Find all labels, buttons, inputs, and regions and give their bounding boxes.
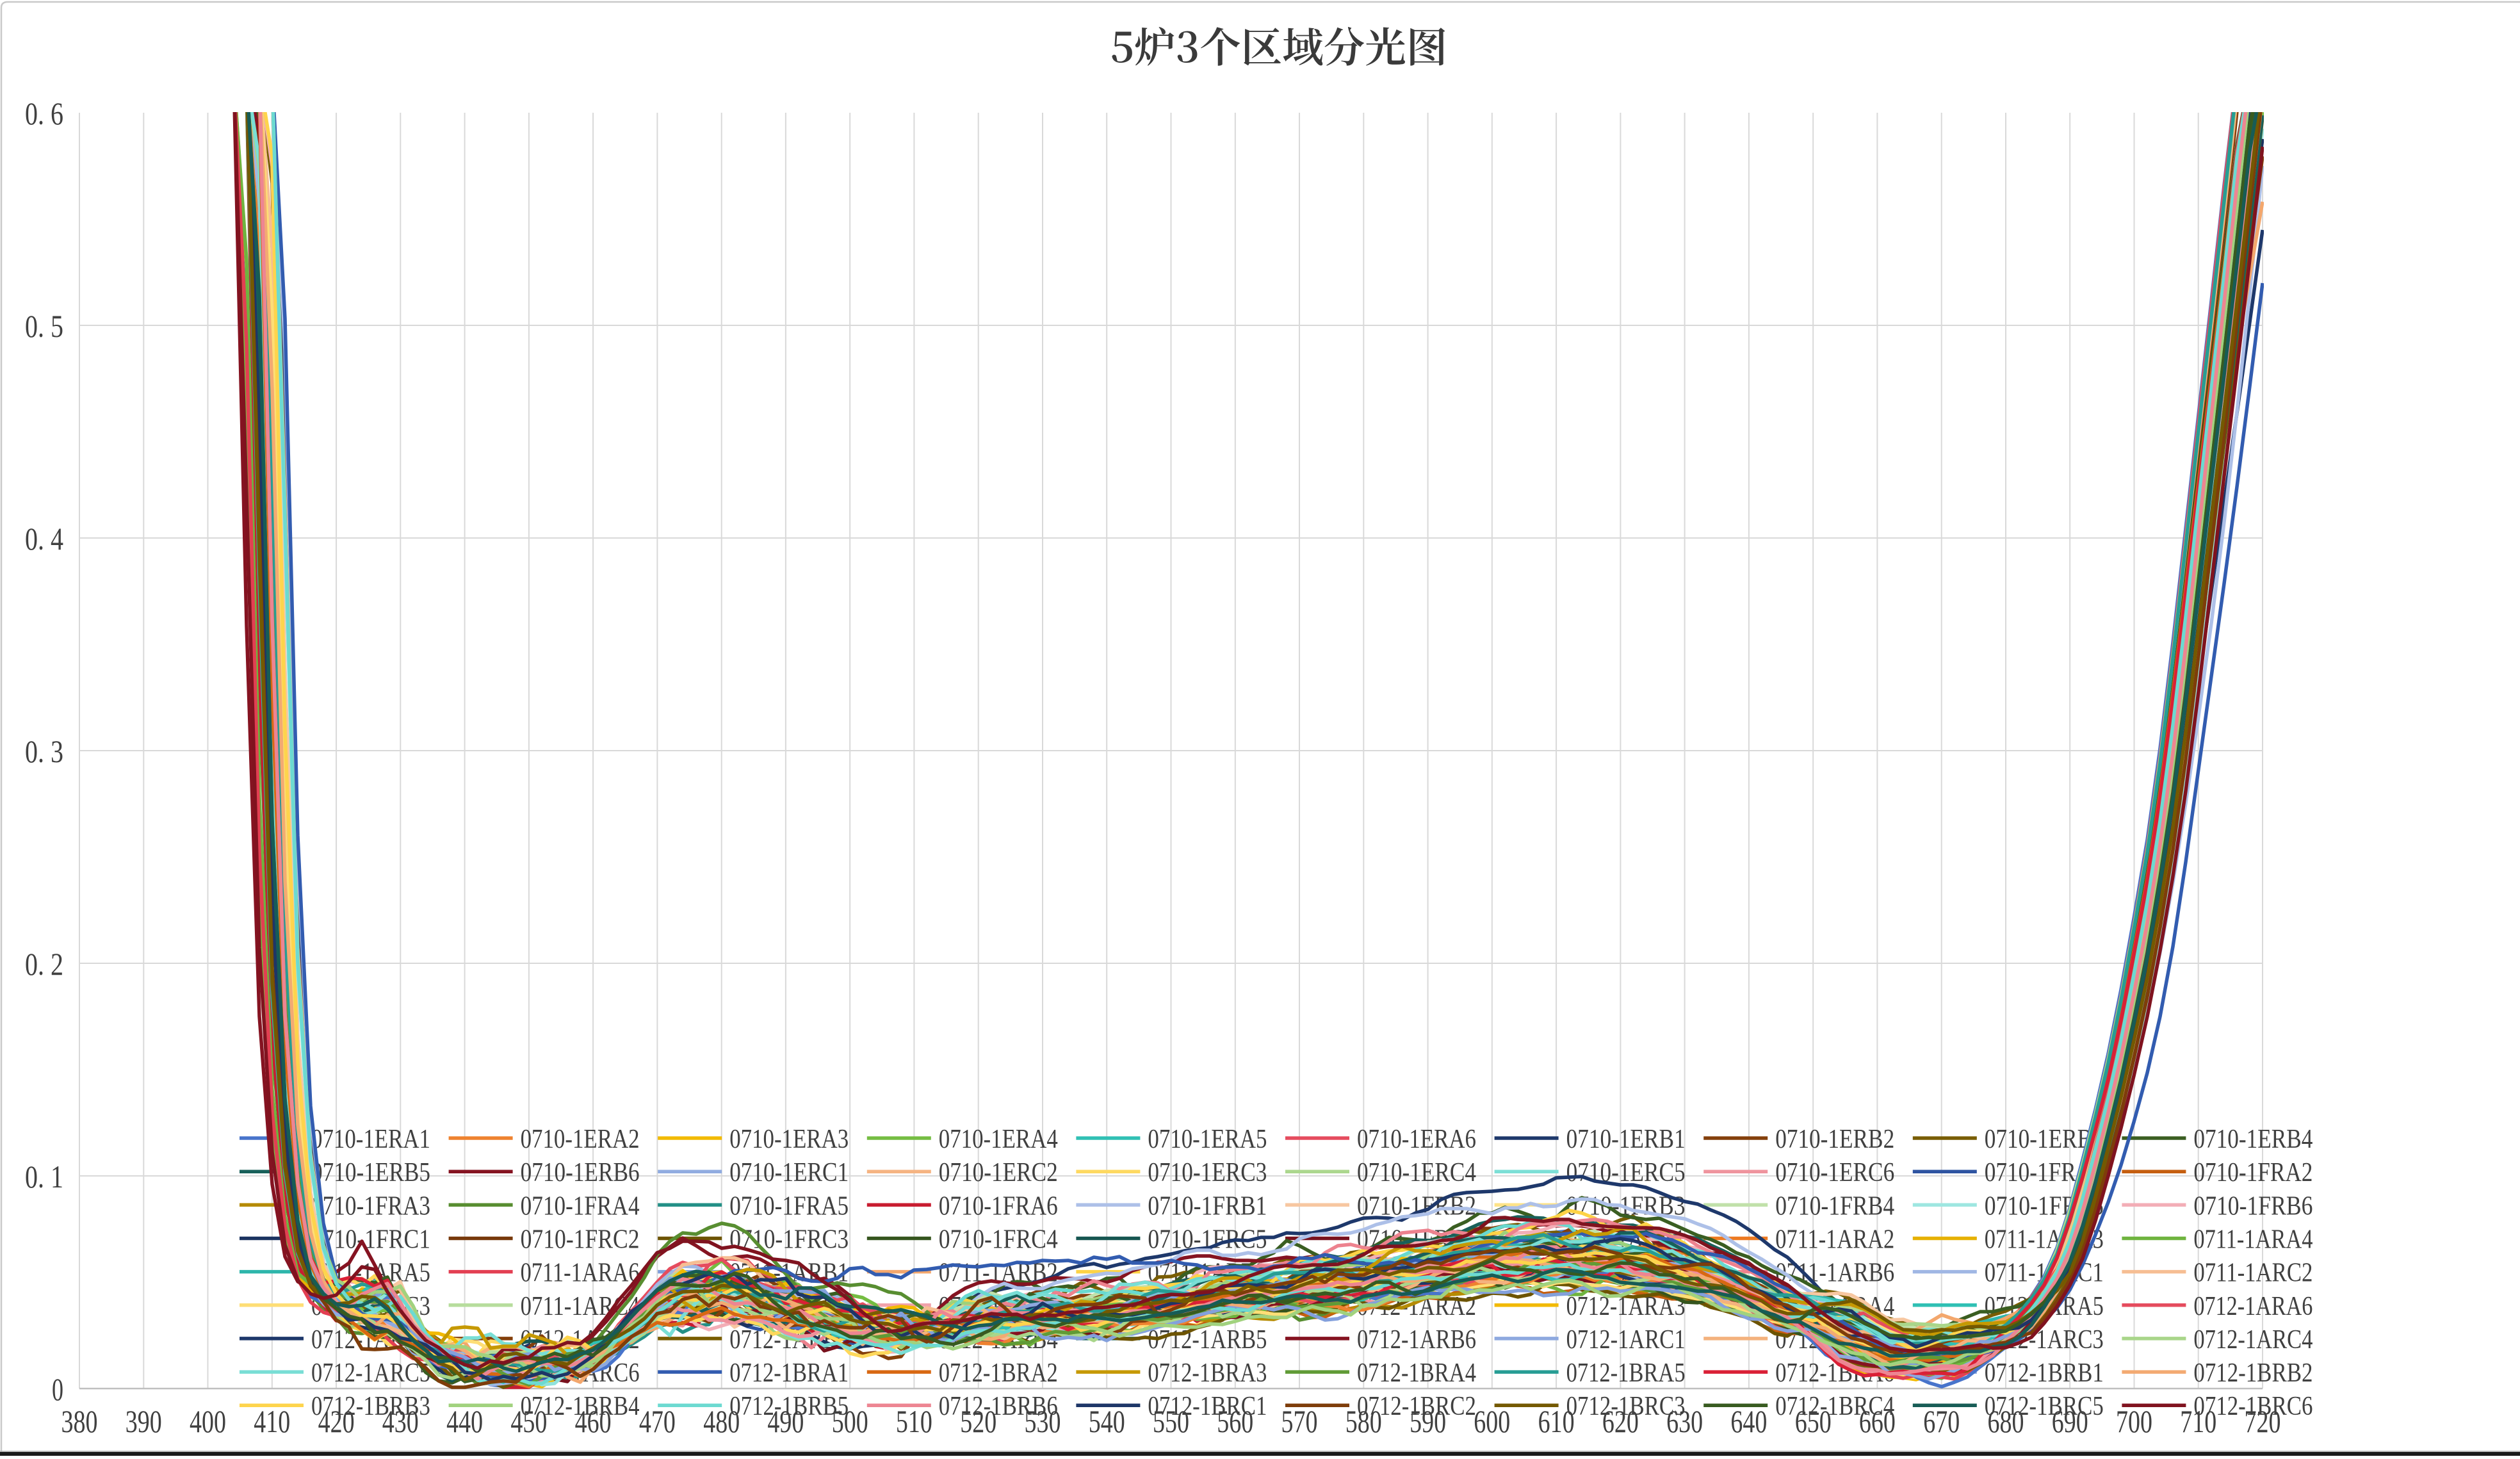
- svg-text:0712-1BRA1: 0712-1BRA1: [729, 1358, 849, 1388]
- svg-text:680: 680: [1988, 1403, 2024, 1439]
- svg-text:0710-1ERC6: 0710-1ERC6: [1775, 1158, 1894, 1187]
- svg-text:0710-1ERB5: 0710-1ERB5: [311, 1158, 430, 1187]
- svg-text:0712-1BRC4: 0712-1BRC4: [1775, 1392, 1894, 1421]
- svg-text:0712-1BRA4: 0712-1BRA4: [1357, 1358, 1476, 1388]
- svg-text:0711-1ARA2: 0711-1ARA2: [1775, 1225, 1894, 1255]
- svg-text:0711-1ARC2: 0711-1ARC2: [2193, 1259, 2313, 1288]
- svg-text:490: 490: [767, 1403, 804, 1439]
- svg-text:420: 420: [318, 1403, 355, 1439]
- svg-text:0712-1BRC2: 0712-1BRC2: [1357, 1392, 1476, 1421]
- svg-text:0710-1FRA6: 0710-1FRA6: [939, 1191, 1058, 1221]
- svg-text:0710-1FRB6: 0710-1FRB6: [2193, 1191, 2313, 1221]
- svg-text:400: 400: [190, 1403, 226, 1439]
- svg-text:0710-1FRA3: 0710-1FRA3: [311, 1191, 430, 1221]
- svg-text:0710-1FRB1: 0710-1FRB1: [1148, 1191, 1267, 1221]
- svg-text:0712-1BRC1: 0712-1BRC1: [1148, 1392, 1267, 1421]
- svg-text:690: 690: [2052, 1403, 2088, 1439]
- svg-text:0712-1ARA6: 0712-1ARA6: [2193, 1292, 2313, 1321]
- svg-text:0712-1BRA3: 0712-1BRA3: [1148, 1358, 1267, 1388]
- svg-text:0710-1FRA5: 0710-1FRA5: [729, 1191, 849, 1221]
- svg-text:600: 600: [1474, 1403, 1510, 1439]
- svg-text:630: 630: [1666, 1403, 1703, 1439]
- svg-text:0712-1BRB3: 0712-1BRB3: [311, 1392, 430, 1421]
- svg-text:0712-1BRB6: 0712-1BRB6: [939, 1392, 1058, 1421]
- svg-text:0. 6: 0. 6: [25, 95, 63, 131]
- svg-text:0710-1ERC3: 0710-1ERC3: [1148, 1158, 1267, 1187]
- svg-text:0710-1ERC1: 0710-1ERC1: [729, 1158, 849, 1187]
- svg-text:610: 610: [1538, 1403, 1575, 1439]
- svg-text:440: 440: [446, 1403, 483, 1439]
- svg-text:0710-1FRA2: 0710-1FRA2: [2193, 1158, 2313, 1187]
- svg-text:0712-1BRC3: 0712-1BRC3: [1566, 1392, 1686, 1421]
- svg-text:0712-1ARC5: 0712-1ARC5: [311, 1358, 430, 1388]
- svg-text:0710-1FRC2: 0710-1FRC2: [521, 1225, 640, 1255]
- svg-text:580: 580: [1345, 1403, 1382, 1439]
- svg-text:0712-1BRA5: 0712-1BRA5: [1566, 1358, 1686, 1388]
- svg-text:0. 5: 0. 5: [25, 308, 63, 344]
- svg-text:0712-1BRC6: 0712-1BRC6: [2193, 1392, 2313, 1421]
- svg-text:0712-1ARB5: 0712-1ARB5: [1148, 1325, 1267, 1355]
- svg-text:0710-1ERC2: 0710-1ERC2: [939, 1158, 1058, 1187]
- svg-text:390: 390: [126, 1403, 162, 1439]
- svg-text:0712-1ARC1: 0712-1ARC1: [1566, 1325, 1686, 1355]
- svg-text:500: 500: [832, 1403, 868, 1439]
- svg-text:590: 590: [1410, 1403, 1446, 1439]
- svg-text:0710-1ERA3: 0710-1ERA3: [729, 1125, 849, 1154]
- svg-text:0: 0: [52, 1371, 63, 1407]
- svg-text:0712-1BRB5: 0712-1BRB5: [729, 1392, 849, 1421]
- svg-text:0. 3: 0. 3: [25, 733, 63, 769]
- svg-text:710: 710: [2180, 1403, 2216, 1439]
- svg-text:450: 450: [510, 1403, 547, 1439]
- svg-text:0710-1ERC5: 0710-1ERC5: [1566, 1158, 1686, 1187]
- svg-text:0710-1FRC4: 0710-1FRC4: [939, 1225, 1058, 1255]
- svg-text:460: 460: [575, 1403, 612, 1439]
- svg-text:0710-1ERA4: 0710-1ERA4: [939, 1125, 1058, 1154]
- svg-text:0712-1ARB6: 0712-1ARB6: [1357, 1325, 1476, 1355]
- svg-text:560: 560: [1217, 1403, 1253, 1439]
- svg-text:380: 380: [61, 1403, 98, 1439]
- svg-text:650: 650: [1795, 1403, 1832, 1439]
- svg-text:0710-1FRB4: 0710-1FRB4: [1775, 1191, 1894, 1221]
- svg-text:550: 550: [1153, 1403, 1189, 1439]
- svg-text:0710-1ERA1: 0710-1ERA1: [311, 1125, 430, 1154]
- svg-text:0. 1: 0. 1: [25, 1159, 63, 1194]
- svg-text:700: 700: [2116, 1403, 2152, 1439]
- svg-text:640: 640: [1730, 1403, 1767, 1439]
- svg-text:570: 570: [1281, 1403, 1318, 1439]
- svg-text:530: 530: [1025, 1403, 1061, 1439]
- svg-text:410: 410: [254, 1403, 290, 1439]
- svg-text:0712-1BRB4: 0712-1BRB4: [521, 1392, 640, 1421]
- svg-text:0711-1ARA4: 0711-1ARA4: [2193, 1225, 2313, 1255]
- svg-text:0710-1ERA6: 0710-1ERA6: [1357, 1125, 1476, 1154]
- svg-text:620: 620: [1602, 1403, 1639, 1439]
- svg-text:520: 520: [960, 1403, 996, 1439]
- svg-text:0. 2: 0. 2: [25, 946, 63, 982]
- svg-text:0710-1ERB1: 0710-1ERB1: [1566, 1125, 1686, 1154]
- svg-text:480: 480: [703, 1403, 740, 1439]
- svg-text:0710-1ERB4: 0710-1ERB4: [2193, 1125, 2313, 1154]
- svg-text:0710-1ERB2: 0710-1ERB2: [1775, 1125, 1894, 1154]
- svg-text:660: 660: [1859, 1403, 1896, 1439]
- svg-text:0712-1BRB1: 0712-1BRB1: [1985, 1358, 2104, 1388]
- svg-text:0712-1ARC4: 0712-1ARC4: [2193, 1325, 2313, 1355]
- svg-text:430: 430: [382, 1403, 419, 1439]
- svg-text:0712-1BRA2: 0712-1BRA2: [939, 1358, 1058, 1388]
- svg-text:470: 470: [639, 1403, 676, 1439]
- svg-text:0710-1ERA2: 0710-1ERA2: [521, 1125, 640, 1154]
- svg-text:0710-1ERB6: 0710-1ERB6: [521, 1158, 640, 1187]
- svg-text:0. 4: 0. 4: [25, 521, 63, 557]
- svg-text:670: 670: [1923, 1403, 1960, 1439]
- svg-text:0710-1FRA4: 0710-1FRA4: [521, 1191, 640, 1221]
- svg-text:510: 510: [896, 1403, 932, 1439]
- svg-text:0712-1BRB2: 0712-1BRB2: [2193, 1358, 2313, 1388]
- svg-text:540: 540: [1089, 1403, 1125, 1439]
- svg-text:0711-1ARA6: 0711-1ARA6: [521, 1259, 640, 1288]
- svg-text:720: 720: [2245, 1403, 2281, 1439]
- svg-text:0712-1BRC5: 0712-1BRC5: [1985, 1392, 2104, 1421]
- svg-text:0710-1ERA5: 0710-1ERA5: [1148, 1125, 1267, 1154]
- svg-text:0710-1ERC4: 0710-1ERC4: [1357, 1158, 1476, 1187]
